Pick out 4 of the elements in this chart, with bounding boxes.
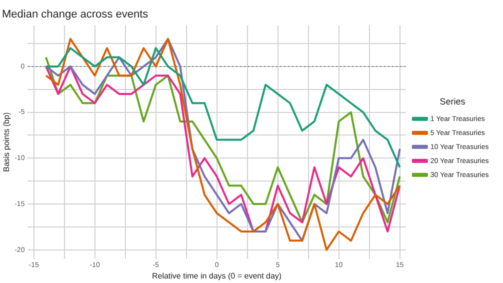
legend-title: Series	[440, 96, 466, 107]
chart-title: Median change across events	[2, 8, 149, 21]
y-axis-title: Basis points (bp)	[2, 112, 12, 172]
x-axis-title: Relative time in days (0 = event day)	[152, 271, 282, 280]
